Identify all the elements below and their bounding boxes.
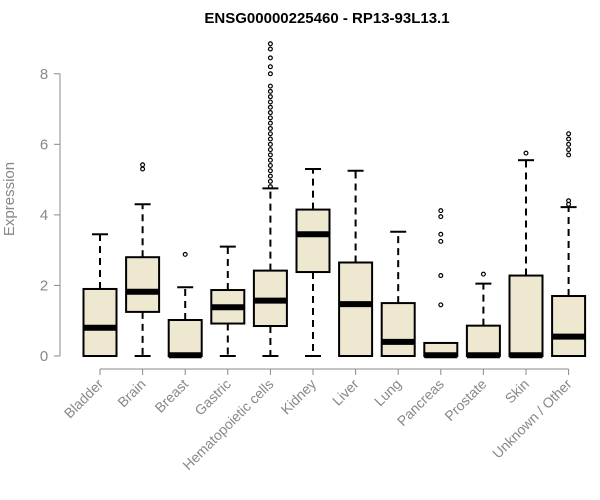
box-skin (508, 150, 544, 359)
outlier-point (267, 131, 273, 137)
outlier-point (267, 147, 273, 153)
box-body (338, 261, 374, 357)
box-brain (125, 162, 161, 357)
box-body (465, 324, 501, 357)
outlier-point (267, 55, 273, 61)
box-body (508, 274, 544, 357)
outlier-point (267, 141, 273, 147)
outlier-point (438, 273, 444, 279)
chart-title: ENSG00000225460 - RP13-93L13.1 (204, 10, 449, 27)
y-tick-label: 4 (40, 207, 48, 224)
x-tick-label: Lung (371, 376, 404, 409)
outlier-point (267, 71, 273, 77)
box-liver (338, 169, 374, 357)
x-tick-label: Liver (329, 376, 362, 409)
outlier-point (566, 152, 572, 158)
outlier-point (438, 214, 444, 220)
box-unknown-other (551, 131, 587, 357)
outlier-point (267, 104, 273, 110)
outlier-point (267, 83, 273, 89)
outlier-point (267, 152, 273, 158)
box-body (125, 256, 161, 313)
box-hematopoietic-cells (252, 41, 288, 357)
box-series (82, 41, 587, 359)
box-body (551, 295, 587, 357)
outlier-point (438, 231, 444, 237)
outlier-point (267, 88, 273, 94)
outlier-point (438, 302, 444, 308)
outlier-point (267, 64, 273, 70)
outlier-point (267, 173, 273, 179)
outlier-point (566, 131, 572, 137)
outlier-point (267, 168, 273, 174)
y-tick-label: 2 (40, 277, 48, 294)
x-tick-label: Bladder (61, 376, 107, 422)
outlier-point (267, 162, 273, 168)
outlier-point (267, 125, 273, 131)
box-lung (380, 230, 416, 357)
box-pancreas (423, 208, 459, 359)
outlier-point (566, 198, 572, 204)
box-prostate (465, 271, 501, 359)
box-body (82, 287, 118, 357)
outlier-point (267, 115, 273, 121)
x-tick-label: Kidney (278, 376, 320, 418)
outlier-point (267, 184, 273, 190)
outlier-point (267, 157, 273, 163)
outlier-point (140, 166, 146, 172)
outlier-point (182, 251, 188, 257)
box-breast (167, 251, 203, 359)
y-axis-label: Expression (1, 162, 18, 236)
outlier-point (523, 150, 529, 156)
outlier-point (267, 178, 273, 184)
y-tick-label: 8 (40, 66, 48, 83)
y-tick-label: 6 (40, 136, 48, 153)
box-gastric (210, 245, 246, 357)
x-tick-label: Prostate (441, 376, 489, 424)
x-tick-label: Breast (151, 376, 191, 416)
outlier-point (438, 208, 444, 214)
outlier-point (267, 136, 273, 142)
outlier-point (267, 110, 273, 116)
box-body (295, 208, 331, 274)
box-body (167, 319, 203, 358)
y-axis: 0 2 4 6 8 (40, 66, 61, 365)
outlier-point (566, 147, 572, 153)
outlier-point (140, 162, 146, 168)
box-body (380, 302, 416, 357)
y-tick-label: 0 (40, 348, 48, 365)
outlier-point (267, 120, 273, 126)
outlier-point (566, 136, 572, 142)
outlier-point (438, 238, 444, 244)
x-tick-label: Gastric (191, 376, 234, 419)
x-tick-label: Skin (502, 376, 533, 407)
outlier-point (267, 41, 273, 47)
x-tick-label: Brain (114, 376, 148, 410)
outlier-point (267, 46, 273, 52)
outlier-point (566, 141, 572, 147)
box-bladder (82, 233, 118, 357)
outlier-point (267, 99, 273, 105)
box-kidney (295, 168, 331, 357)
x-tick-label: Unknown / Other (489, 376, 575, 462)
outlier-point (267, 94, 273, 100)
outlier-point (480, 271, 486, 277)
x-tick-label: Pancreas (394, 376, 447, 429)
